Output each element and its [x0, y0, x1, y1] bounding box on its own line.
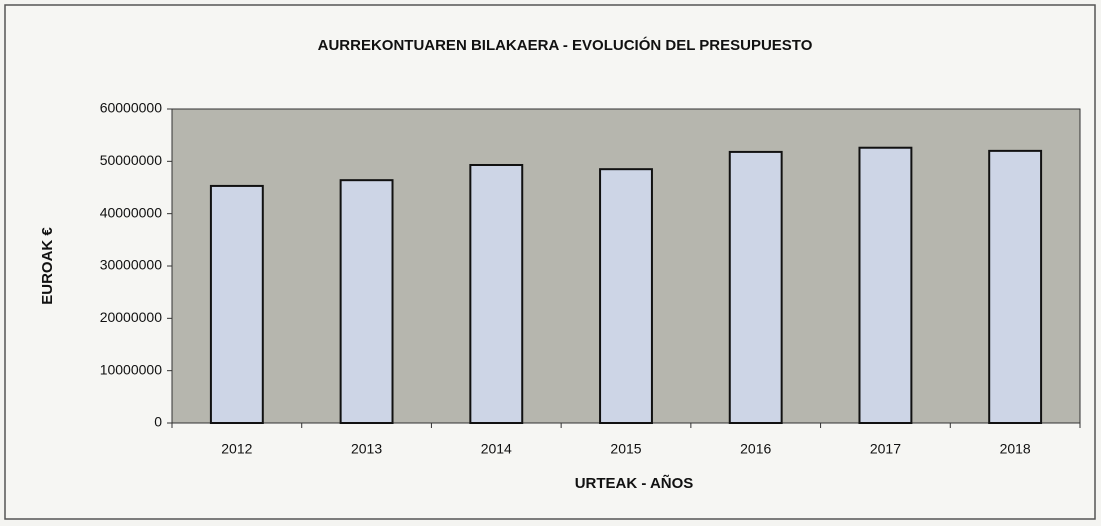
- bar: [339, 179, 394, 424]
- y-tick-label: 40000000: [100, 204, 163, 220]
- bar: [599, 168, 653, 424]
- bar: [728, 150, 783, 424]
- x-tick-label: 2018: [1000, 441, 1031, 457]
- x-tick-label: 2017: [870, 441, 901, 457]
- x-tick-label: 2015: [610, 441, 641, 457]
- y-tick-label: 0: [154, 414, 162, 430]
- y-tick-label: 60000000: [100, 100, 163, 116]
- y-tick-label: 10000000: [100, 361, 163, 377]
- x-tick-label: 2012: [221, 441, 252, 457]
- y-tick-label: 30000000: [100, 257, 163, 273]
- x-tick-label: 2016: [740, 441, 771, 457]
- bar: [858, 146, 913, 425]
- bar: [469, 163, 524, 424]
- x-axis-label: URTEAK - AÑOS: [575, 474, 694, 492]
- chart-title: AURREKONTUAREN BILAKAERA - EVOLUCIÓN DEL…: [318, 36, 813, 54]
- x-tick-label: 2014: [481, 441, 512, 457]
- y-axis-label: EUROAK €: [39, 227, 56, 305]
- bar: [209, 184, 264, 424]
- bar: [988, 149, 1043, 424]
- x-tick-label: 2013: [351, 441, 382, 457]
- y-tick-label: 20000000: [100, 309, 163, 325]
- y-tick-label: 50000000: [100, 152, 163, 168]
